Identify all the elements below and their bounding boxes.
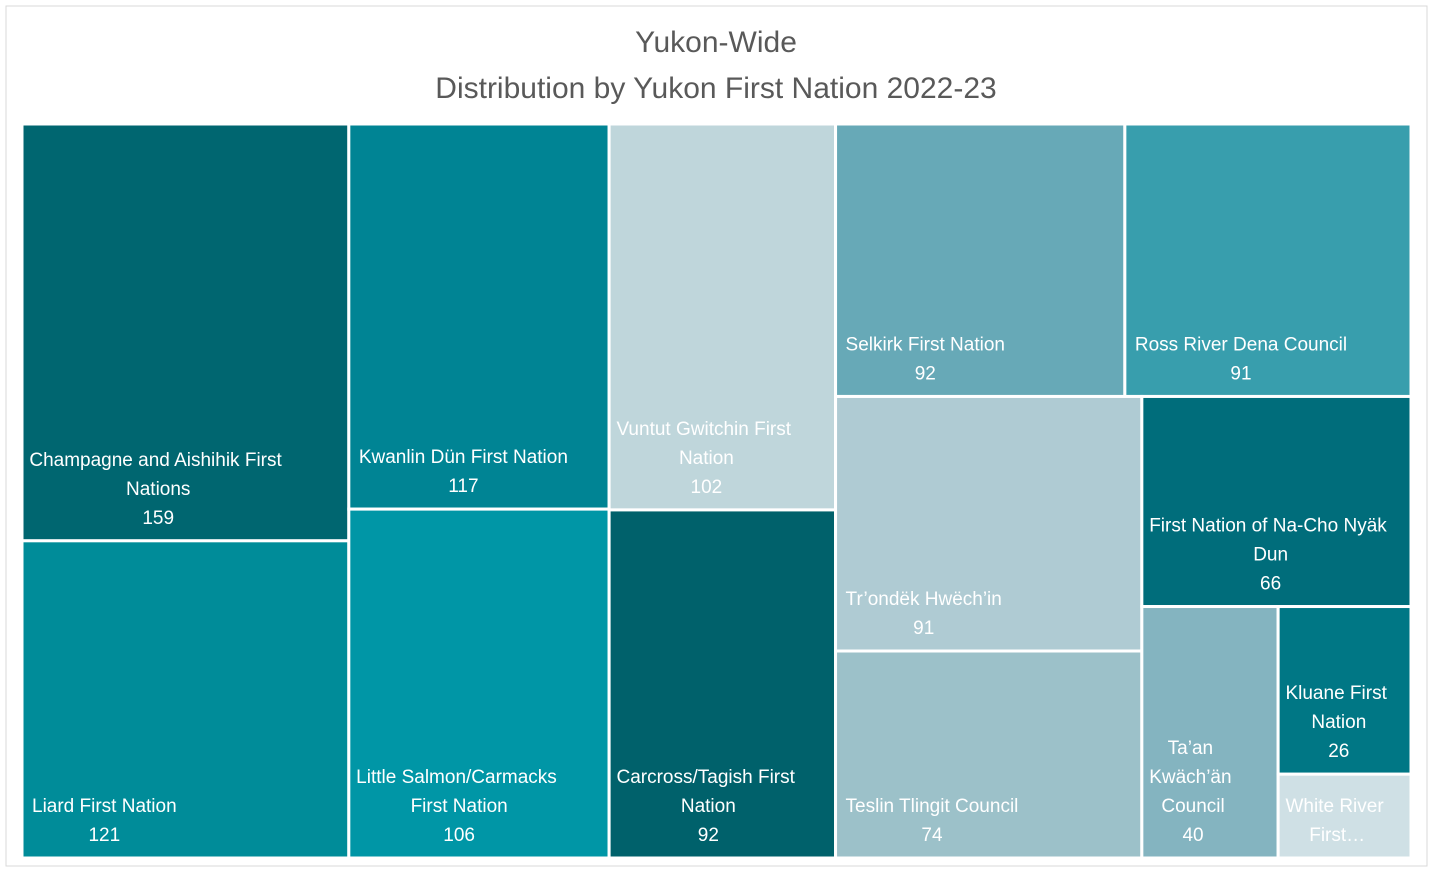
treemap-tile — [1140, 605, 1280, 860]
tile-label: Little Salmon/Carmacks First Nation — [356, 767, 562, 817]
treemap-tile — [20, 539, 351, 860]
treemap-tile — [1140, 394, 1413, 609]
tile-label: Carcross/Tagish First Nation — [616, 767, 800, 817]
tile-label: Teslin Tlingit Council — [846, 796, 1019, 817]
treemap-tile — [834, 394, 1144, 653]
tile-value: 91 — [1230, 363, 1251, 384]
treemap-tile — [347, 507, 611, 860]
tile-label: Selkirk First Nation — [846, 334, 1005, 355]
tile-value: 106 — [443, 825, 475, 846]
tile-value: 74 — [921, 825, 943, 846]
tile-label: First Nation of Na-Cho Nyäk Dun — [1149, 516, 1392, 566]
tile-label: Kluane First Nation — [1285, 683, 1392, 733]
tile-value: 92 — [698, 825, 719, 846]
chart-subtitle: Distribution by Yukon First Nation 2022-… — [435, 72, 996, 105]
tile-value: 92 — [915, 363, 936, 384]
tile-label: Ross River Dena Council — [1135, 334, 1347, 355]
tile-label: White River First… — [1285, 796, 1388, 846]
treemap-tile — [1123, 122, 1413, 398]
chart-title: Yukon-Wide — [635, 26, 797, 59]
treemap-tile — [1276, 605, 1413, 776]
tile-label: Vuntut Gwitchin First Nation — [616, 419, 796, 469]
tile-value: 102 — [691, 477, 723, 498]
tile-label: Tr’ondëk Hwëch’in — [846, 589, 1002, 610]
tile-label: Champagne and Aishihik First Nations — [29, 450, 287, 500]
tile-value: 159 — [142, 508, 174, 529]
tile-label: Ta’an Kwäch’än Council — [1149, 738, 1237, 817]
tile-value: 40 — [1182, 825, 1203, 846]
tile-label: Liard First Nation — [32, 796, 177, 817]
tile-label: Kwanlin Dün First Nation — [359, 447, 568, 468]
treemap-tile — [607, 508, 838, 860]
treemap-tile — [607, 122, 838, 512]
tile-value: 91 — [913, 618, 934, 639]
treemap-tile — [834, 649, 1144, 860]
tile-value: 66 — [1260, 574, 1281, 595]
tile-value: 121 — [88, 825, 120, 846]
tile-value: 26 — [1328, 741, 1349, 762]
treemap-tile — [834, 122, 1127, 398]
treemap-tile — [1276, 772, 1413, 860]
treemap-tile — [20, 122, 351, 543]
tile-value: 117 — [448, 476, 478, 497]
treemap-tile — [347, 122, 611, 511]
